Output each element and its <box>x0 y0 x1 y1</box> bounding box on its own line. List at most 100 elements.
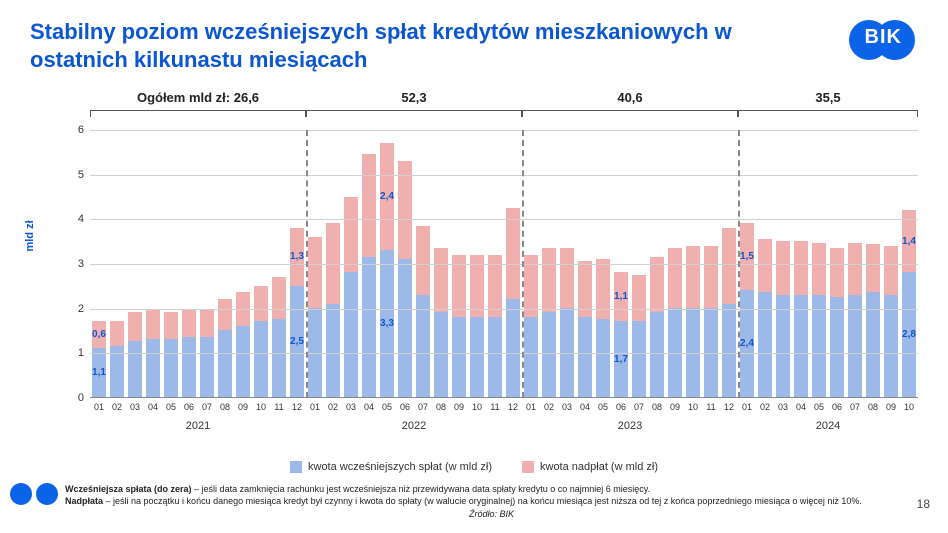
x-tick-month: 08 <box>652 402 662 412</box>
bar-lower <box>722 304 736 397</box>
x-tick-month: 12 <box>292 402 302 412</box>
annotation-total: 52,3 <box>401 90 426 105</box>
bar-lower <box>506 299 520 397</box>
x-tick-month: 09 <box>454 402 464 412</box>
bar-upper <box>830 248 844 297</box>
legend-item: kwota wcześniejszych spłat (w mld zł) <box>290 461 492 473</box>
bar-lower <box>200 337 214 397</box>
x-tick-month: 02 <box>328 402 338 412</box>
bar-upper <box>506 208 520 299</box>
x-tick-month: 07 <box>202 402 212 412</box>
bar-upper <box>596 259 610 319</box>
bar-upper <box>146 310 160 339</box>
y-tick: 0 <box>78 392 84 404</box>
bar-upper <box>704 246 718 308</box>
x-tick-month: 01 <box>310 402 320 412</box>
x-tick-month: 11 <box>274 402 283 412</box>
bar-lower <box>650 312 664 397</box>
x-tick-year: 2021 <box>186 420 210 432</box>
footnote-term-2: Nadpłata <box>65 496 103 506</box>
x-tick-month: 02 <box>544 402 554 412</box>
x-tick-month: 06 <box>184 402 194 412</box>
data-label: 0,6 <box>92 329 106 340</box>
x-tick-month: 06 <box>400 402 410 412</box>
bar-lower <box>776 295 790 397</box>
annotation-total: 40,6 <box>617 90 642 105</box>
footnote-text-2: – jeśli na początku i końcu danego miesi… <box>103 496 862 506</box>
x-tick-month: 12 <box>724 402 734 412</box>
x-tick-month: 09 <box>670 402 680 412</box>
x-tick-month: 03 <box>130 402 140 412</box>
bar-upper <box>164 312 178 339</box>
logo-text: BIK <box>865 26 902 49</box>
x-tick-month: 09 <box>238 402 248 412</box>
chart: Ogółem mld zł: 26,652,340,635,5 mld zł 0… <box>30 90 918 453</box>
x-tick-month: 07 <box>418 402 428 412</box>
x-tick-month: 04 <box>796 402 806 412</box>
data-label: 2,4 <box>740 338 754 349</box>
year-divider <box>522 130 524 398</box>
source: Źródło: BIK <box>65 509 918 521</box>
y-tick: 1 <box>78 347 84 359</box>
annotation-brace <box>738 110 918 116</box>
annotation-total: 35,5 <box>815 90 840 105</box>
legend: kwota wcześniejszych spłat (w mld zł) kwo… <box>0 461 948 473</box>
annotation-brace <box>90 110 306 116</box>
bar-upper <box>812 243 826 294</box>
x-tick-month: 10 <box>472 402 482 412</box>
footnote-term-1: Wcześniejsza spłata (do zera) <box>65 484 192 494</box>
footnotes: Wcześniejsza spłata (do zera) – jeśli da… <box>65 484 918 521</box>
bar-lower <box>542 312 556 397</box>
x-tick-month: 09 <box>886 402 896 412</box>
bar-lower <box>128 341 142 397</box>
bar-upper <box>362 154 376 256</box>
bar-upper <box>848 243 862 294</box>
bar-upper <box>272 277 286 319</box>
bar-lower <box>254 321 268 397</box>
bar-upper <box>632 275 646 322</box>
x-tick-month: 12 <box>508 402 518 412</box>
bar-upper <box>254 286 268 322</box>
x-tick-month: 01 <box>94 402 104 412</box>
x-tick-month: 03 <box>346 402 356 412</box>
data-label: 1,1 <box>92 367 106 378</box>
x-tick-month: 01 <box>526 402 536 412</box>
data-label: 3,3 <box>380 318 394 329</box>
y-tick: 2 <box>78 303 84 315</box>
x-tick-month: 02 <box>760 402 770 412</box>
x-tick-year: 2022 <box>402 420 426 432</box>
bik-logo: BIK <box>846 18 918 62</box>
bar-lower <box>524 317 538 397</box>
legend-label: kwota wcześniejszych spłat (w mld zł) <box>308 461 492 473</box>
year-divider <box>738 130 740 398</box>
data-label: 1,7 <box>614 354 628 365</box>
data-label: 2,4 <box>380 191 394 202</box>
x-tick-month: 05 <box>598 402 608 412</box>
bar-upper <box>686 246 700 308</box>
x-tick-month: 03 <box>562 402 572 412</box>
x-tick-month: 10 <box>688 402 698 412</box>
bar-lower <box>398 259 412 397</box>
x-tick-month: 10 <box>256 402 266 412</box>
y-axis-label: mld zł <box>24 220 36 251</box>
bar-upper <box>344 197 358 273</box>
x-tick-month: 11 <box>706 402 715 412</box>
decorative-dots <box>10 483 58 505</box>
footnote-text-1: – jeśli data zamknięcia rachunku jest wc… <box>192 484 651 494</box>
bar-lower <box>182 337 196 397</box>
x-tick-month: 05 <box>814 402 824 412</box>
x-tick-month: 08 <box>436 402 446 412</box>
bar-upper <box>182 310 196 337</box>
legend-item: kwota nadpłat (w mld zł) <box>522 461 658 473</box>
bar-upper <box>308 237 322 308</box>
x-tick-month: 03 <box>778 402 788 412</box>
x-tick-month: 04 <box>580 402 590 412</box>
bar-lower <box>362 257 376 397</box>
x-tick-month: 08 <box>220 402 230 412</box>
bar-lower <box>632 321 646 397</box>
bar-upper <box>398 161 412 259</box>
annotation-total: Ogółem mld zł: 26,6 <box>137 90 259 105</box>
x-tick-month: 10 <box>904 402 914 412</box>
bar-lower <box>812 295 826 397</box>
bar-lower <box>596 319 610 397</box>
